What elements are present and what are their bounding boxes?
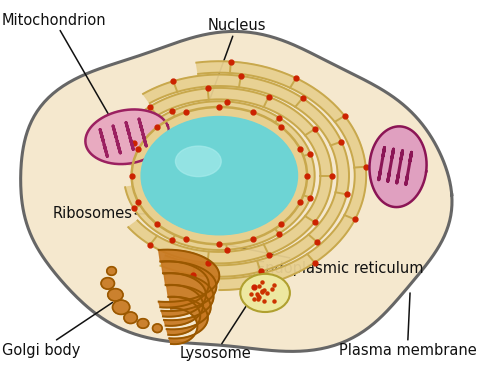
Text: Plasma membrane: Plasma membrane: [338, 293, 475, 358]
Ellipse shape: [107, 267, 116, 275]
Polygon shape: [21, 31, 451, 352]
Ellipse shape: [101, 278, 114, 289]
Ellipse shape: [131, 107, 307, 244]
Polygon shape: [161, 262, 216, 317]
Polygon shape: [85, 110, 169, 164]
Text: Golgi body: Golgi body: [2, 302, 112, 358]
Polygon shape: [143, 74, 348, 277]
Polygon shape: [164, 273, 213, 326]
Polygon shape: [125, 101, 314, 250]
Text: Nucleus: Nucleus: [207, 19, 265, 99]
Ellipse shape: [175, 146, 221, 177]
Text: Mitochondrion: Mitochondrion: [2, 13, 112, 121]
Polygon shape: [166, 285, 210, 335]
Ellipse shape: [152, 324, 162, 333]
Polygon shape: [369, 126, 426, 207]
Ellipse shape: [141, 116, 297, 235]
Polygon shape: [158, 249, 219, 308]
Polygon shape: [128, 88, 331, 263]
Ellipse shape: [112, 300, 129, 314]
Polygon shape: [169, 297, 207, 344]
Ellipse shape: [108, 289, 123, 301]
Polygon shape: [196, 61, 365, 290]
Ellipse shape: [240, 274, 289, 312]
Ellipse shape: [137, 319, 148, 328]
Text: Lysosome: Lysosome: [179, 306, 250, 361]
Ellipse shape: [124, 312, 137, 324]
Text: Ribosomes: Ribosomes: [52, 206, 164, 221]
Text: Endoplasmic reticulum: Endoplasmic reticulum: [228, 245, 422, 276]
